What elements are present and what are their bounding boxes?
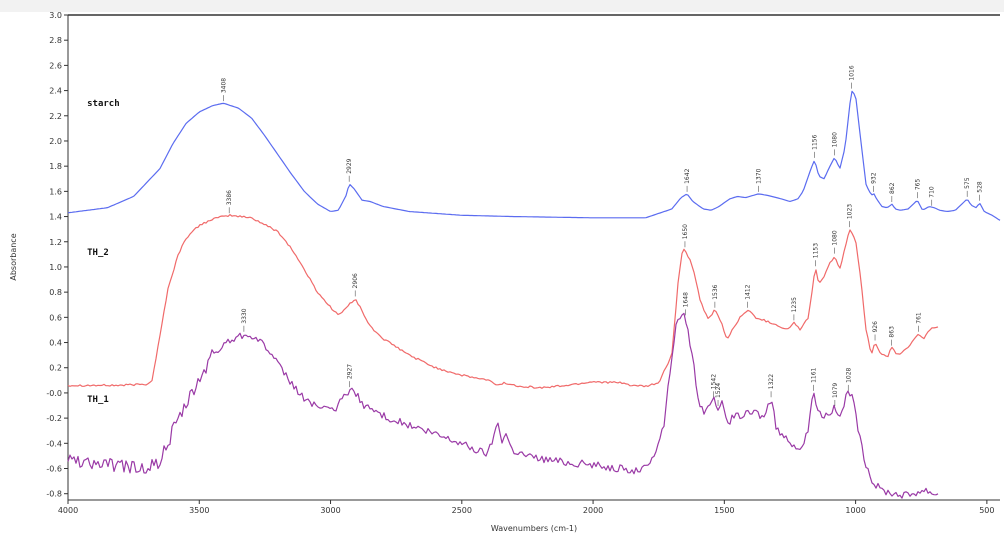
peak-label: 926 bbox=[872, 321, 879, 333]
peak-label: 1642 bbox=[684, 168, 691, 183]
peak-label: 932 bbox=[870, 172, 877, 184]
y-tick-label: 1.2 bbox=[49, 238, 62, 247]
y-tick-label: 0.8 bbox=[49, 288, 62, 297]
peak-label: 2906 bbox=[352, 273, 359, 288]
series-name-label: TH_2 bbox=[87, 248, 109, 258]
peak-label: 1322 bbox=[768, 374, 775, 389]
x-axis-ticks: 4000 3500 3000 2500 2000 1500 1000 500 bbox=[58, 500, 995, 515]
y-tick-label: 1.0 bbox=[49, 263, 62, 272]
peak-label: 575 bbox=[964, 177, 971, 189]
series-line-th-2 bbox=[67, 214, 939, 389]
peak-label: 2927 bbox=[347, 364, 354, 379]
peak-label: 1650 bbox=[682, 224, 689, 239]
x-tick-label: 1000 bbox=[845, 506, 865, 515]
x-tick-label: 1500 bbox=[714, 506, 734, 515]
series-name-label: starch bbox=[87, 99, 120, 109]
series-line-starch bbox=[67, 90, 1001, 221]
x-tick-label: 2000 bbox=[583, 506, 603, 515]
peak-label: 1023 bbox=[847, 204, 854, 219]
y-axis-title: Absorbance bbox=[9, 233, 18, 280]
peak-label: 1080 bbox=[832, 230, 839, 245]
series-name-label: TH_1 bbox=[87, 395, 109, 405]
peak-label: 1016 bbox=[848, 65, 855, 80]
y-tick-label: 0.4 bbox=[49, 339, 62, 348]
y-tick-label: 3.0 bbox=[49, 11, 62, 20]
x-tick-label: 3500 bbox=[189, 506, 209, 515]
y-tick-label: -0.6 bbox=[46, 465, 62, 474]
x-tick-label: 3000 bbox=[320, 506, 340, 515]
peak-label: 3386 bbox=[226, 190, 233, 205]
peak-label: 1080 bbox=[832, 132, 839, 147]
peak-label: 1079 bbox=[832, 383, 839, 398]
peak-label: 710 bbox=[929, 186, 936, 198]
series-line-th-1 bbox=[67, 312, 939, 499]
y-tick-label: 2.8 bbox=[49, 36, 62, 45]
peak-label: 863 bbox=[889, 326, 896, 338]
peak-label: 1153 bbox=[812, 243, 819, 258]
peak-label: 1536 bbox=[712, 284, 719, 299]
y-axis-ticks: -0.8 -0.6 -0.4 -0.2 -0.0 0.2 0.4 0.6 0.8 1.0 1.2 1.… bbox=[46, 11, 68, 499]
y-tick-label: -0.0 bbox=[46, 389, 62, 398]
y-tick-label: 1.8 bbox=[49, 162, 62, 171]
peak-label: 1370 bbox=[755, 168, 762, 183]
peak-label: 3330 bbox=[241, 308, 248, 323]
peak-label: 528 bbox=[977, 181, 984, 193]
y-tick-label: -0.8 bbox=[46, 490, 62, 499]
y-tick-label: 1.4 bbox=[49, 213, 62, 222]
peak-label: 1028 bbox=[845, 367, 852, 382]
y-tick-label: 2.2 bbox=[49, 112, 62, 121]
x-axis-title: Wavenumbers (cm-1) bbox=[491, 524, 577, 533]
y-tick-label: -0.2 bbox=[46, 414, 62, 423]
peak-label: 1156 bbox=[812, 134, 819, 149]
peak-label: 761 bbox=[915, 312, 922, 324]
peak-label: 1542 bbox=[710, 374, 717, 389]
plot-area: 4000 3500 3000 2500 2000 1500 1000 500 -0.8 -0.6… bbox=[46, 11, 1001, 515]
y-tick-label: -0.4 bbox=[46, 439, 62, 448]
y-tick-label: 2.4 bbox=[49, 87, 62, 96]
x-tick-label: 2500 bbox=[452, 506, 472, 515]
peak-label: 1412 bbox=[744, 284, 751, 299]
peak-label: 2929 bbox=[346, 158, 353, 173]
y-tick-label: 2.0 bbox=[49, 137, 62, 146]
peak-label: 1524 bbox=[715, 383, 722, 398]
x-tick-label: 4000 bbox=[58, 506, 78, 515]
peak-label: 3408 bbox=[220, 78, 227, 93]
y-tick-label: 0.6 bbox=[49, 313, 62, 322]
y-tick-label: 2.6 bbox=[49, 61, 62, 70]
top-border-bar bbox=[0, 0, 1004, 12]
series-labels: starch TH_2 TH_1 bbox=[87, 99, 120, 405]
peak-label: 862 bbox=[889, 182, 896, 194]
peak-label: 1235 bbox=[791, 297, 798, 312]
y-tick-label: 1.6 bbox=[49, 187, 62, 196]
peak-label: 1648 bbox=[682, 292, 689, 307]
x-tick-label: 500 bbox=[979, 506, 994, 515]
peak-label: 765 bbox=[914, 179, 921, 191]
peak-label: 1161 bbox=[810, 367, 817, 382]
peak-annotations: 3408 2929 1642 1370 1156 1080 1016 932 862 765 710… bbox=[220, 65, 984, 407]
y-tick-label: 0.2 bbox=[49, 364, 62, 373]
spectrum-series bbox=[67, 90, 1001, 499]
